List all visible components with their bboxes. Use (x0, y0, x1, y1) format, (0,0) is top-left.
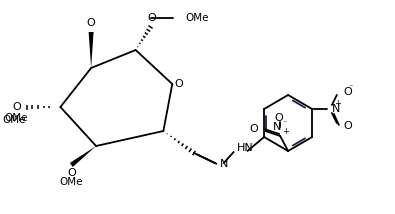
Text: O: O (67, 168, 76, 178)
Text: ⁻: ⁻ (348, 83, 353, 92)
Polygon shape (88, 32, 94, 68)
Text: O: O (147, 13, 156, 23)
Text: N: N (220, 159, 228, 169)
Text: O: O (250, 124, 258, 134)
Text: OMe: OMe (185, 13, 209, 23)
Text: N: N (273, 122, 281, 132)
Text: OMe: OMe (60, 177, 83, 187)
Text: O: O (175, 79, 184, 89)
Text: O: O (87, 18, 96, 28)
Polygon shape (70, 146, 96, 167)
Text: O: O (275, 113, 284, 123)
Text: O: O (344, 87, 352, 97)
Text: O: O (344, 121, 352, 131)
Text: OMe: OMe (4, 113, 28, 123)
Text: +: + (335, 100, 341, 108)
Text: N: N (332, 104, 340, 114)
Text: O: O (12, 102, 21, 112)
Text: +: + (282, 128, 289, 137)
Text: ⁻: ⁻ (283, 119, 287, 128)
Text: OMe: OMe (2, 115, 26, 125)
Text: HN: HN (237, 143, 253, 153)
